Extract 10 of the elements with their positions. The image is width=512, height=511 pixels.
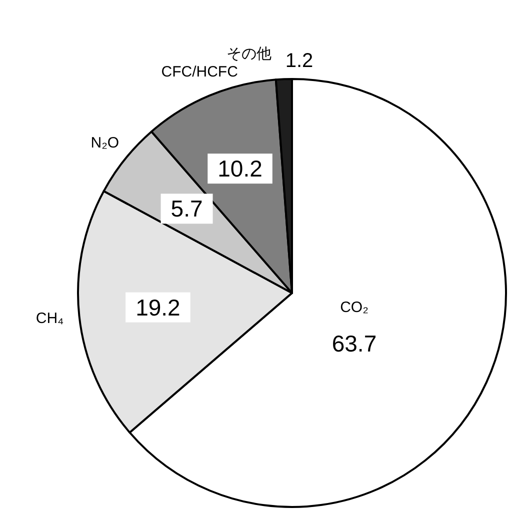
data-label: 1.2 [285, 50, 314, 72]
data-label: 5.7 [170, 196, 203, 222]
slice-label: CO₂ [340, 299, 369, 316]
slice-label: CFC/HCFC [161, 63, 238, 80]
slice-label: N₂O [90, 134, 120, 152]
data-label: 63.7 [332, 330, 377, 357]
slice-label: その他 [226, 46, 272, 63]
data-label: 19.2 [136, 294, 180, 320]
data-label: 10.2 [218, 156, 262, 182]
slice-label: CH₄ [36, 310, 64, 328]
